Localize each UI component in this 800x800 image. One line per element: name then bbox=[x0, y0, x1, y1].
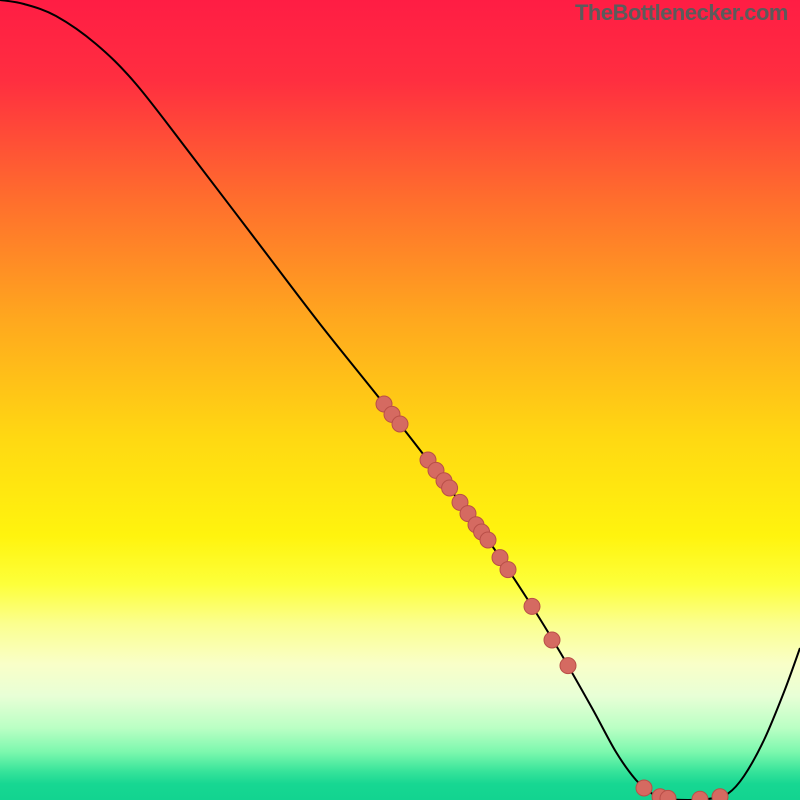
data-marker bbox=[636, 780, 652, 796]
watermark-text: TheBottlenecker.com bbox=[575, 0, 788, 26]
data-marker bbox=[442, 480, 458, 496]
chart-container: { "watermark": { "text": "TheBottlenecke… bbox=[0, 0, 800, 800]
data-marker bbox=[712, 789, 728, 800]
data-marker bbox=[480, 532, 496, 548]
data-marker bbox=[560, 658, 576, 674]
data-marker bbox=[392, 416, 408, 432]
curve-line bbox=[0, 0, 800, 800]
bottleneck-curve-plot bbox=[0, 0, 800, 800]
data-marker bbox=[544, 632, 560, 648]
data-marker bbox=[524, 598, 540, 614]
data-marker bbox=[692, 791, 708, 800]
data-marker bbox=[500, 562, 516, 578]
